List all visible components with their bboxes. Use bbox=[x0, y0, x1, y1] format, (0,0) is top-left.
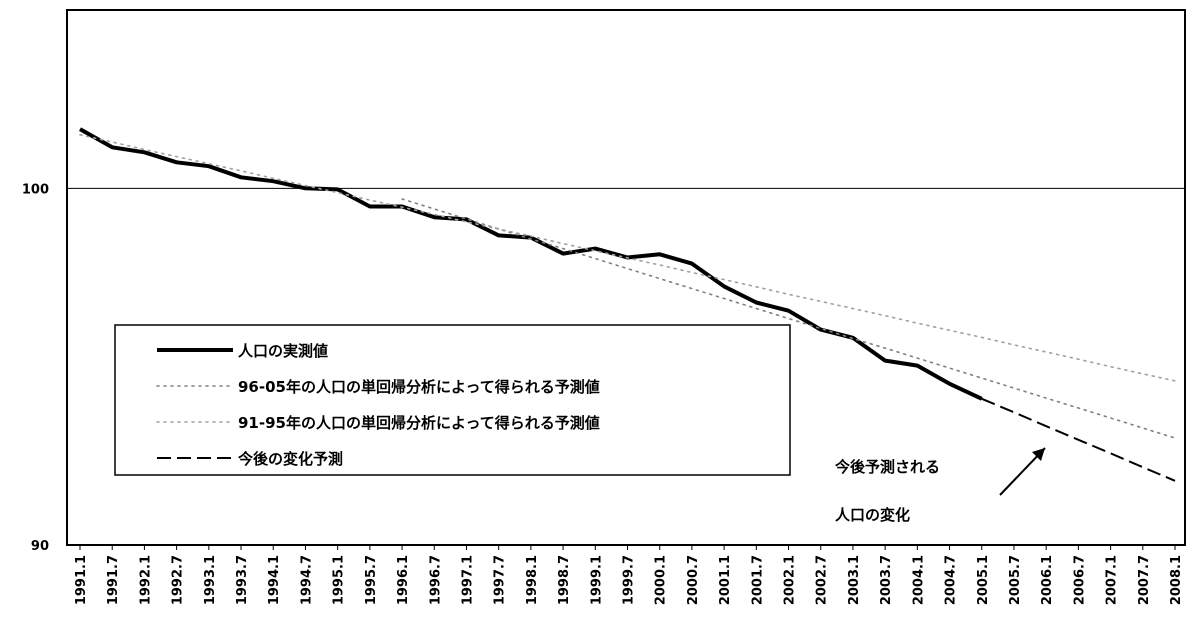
x-tick-label: 1991.1 bbox=[74, 555, 89, 605]
x-tick-label: 1995.1 bbox=[332, 555, 347, 605]
series-line bbox=[401, 198, 1176, 439]
x-tick-label: 1998.7 bbox=[557, 555, 572, 605]
x-tick-label: 1996.7 bbox=[428, 555, 443, 605]
x-tick-label: 1996.1 bbox=[396, 555, 411, 605]
x-tick-label: 2007.1 bbox=[1105, 555, 1120, 605]
legend-label: 今後の変化予測 bbox=[237, 450, 343, 468]
x-tick-label: 1994.1 bbox=[267, 555, 282, 605]
y-tick-label: 100 bbox=[22, 182, 49, 197]
x-tick-label: 2000.7 bbox=[686, 555, 701, 605]
legend-label: 96-05年の人口の単回帰分析によって得られる予測値 bbox=[238, 378, 600, 396]
x-tick-label: 2001.7 bbox=[750, 555, 765, 605]
x-tick-label: 1994.7 bbox=[299, 555, 314, 605]
x-tick-label: 1997.1 bbox=[460, 555, 475, 605]
x-tick-label: 2007.7 bbox=[1137, 555, 1152, 605]
x-tick-label: 2005.7 bbox=[1008, 555, 1023, 605]
x-tick-label: 1991.7 bbox=[106, 555, 121, 605]
legend-label: 91-95年の人口の単回帰分析によって得られる予測値 bbox=[238, 414, 600, 432]
x-tick-label: 2002.1 bbox=[783, 555, 798, 605]
x-tick-label: 2000.1 bbox=[654, 555, 669, 605]
x-tick-label: 1992.7 bbox=[171, 555, 186, 605]
arrow-head bbox=[1032, 448, 1045, 461]
x-tick-label: 1999.1 bbox=[589, 555, 604, 605]
x-tick-label: 1999.7 bbox=[622, 555, 637, 605]
legend-box bbox=[114, 324, 791, 476]
x-tick-label: 1993.1 bbox=[203, 555, 218, 605]
x-tick-label: 2005.1 bbox=[976, 555, 991, 605]
x-tick-label: 1995.7 bbox=[364, 555, 379, 605]
annotation: 今後予測される bbox=[834, 458, 940, 476]
x-tick-label: 2003.1 bbox=[847, 555, 862, 605]
x-tick-label: 2003.7 bbox=[879, 555, 894, 605]
x-tick-label: 1998.1 bbox=[525, 555, 540, 605]
x-tick-label: 2006.1 bbox=[1040, 555, 1055, 605]
x-tick-label: 1993.7 bbox=[235, 555, 250, 605]
x-tick-label: 2004.1 bbox=[911, 555, 926, 605]
x-tick-label: 2004.7 bbox=[944, 555, 959, 605]
legend-label: 人口の実測値 bbox=[238, 342, 328, 360]
x-tick-label: 2008.1 bbox=[1169, 555, 1184, 605]
x-tick-label: 1997.7 bbox=[493, 555, 508, 605]
annotation: 人口の変化 bbox=[835, 506, 910, 524]
x-tick-label: 2001.1 bbox=[718, 555, 733, 605]
y-tick-label: 90 bbox=[31, 539, 49, 554]
series-line bbox=[79, 134, 1176, 382]
x-tick-label: 1992.1 bbox=[138, 555, 153, 605]
series-line bbox=[981, 397, 1176, 482]
x-tick-label: 2002.7 bbox=[815, 555, 830, 605]
x-tick-label: 2006.7 bbox=[1072, 555, 1087, 605]
